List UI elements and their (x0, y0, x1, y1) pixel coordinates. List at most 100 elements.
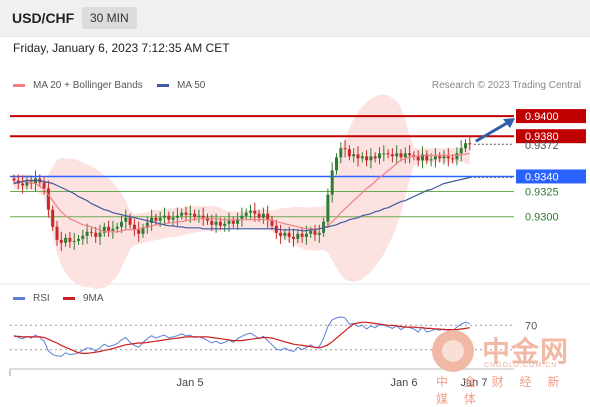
legend-rsi-label: RSI (33, 293, 50, 304)
candle-body (373, 156, 377, 159)
candle-body (468, 143, 472, 145)
price-label-0.9380-box (516, 129, 586, 144)
candle-body (446, 156, 450, 159)
candle-body (42, 182, 46, 189)
candle-body (64, 237, 68, 243)
candle-body (25, 181, 29, 186)
price-label-0.9340-box (516, 169, 586, 184)
candle-body (72, 240, 76, 242)
x-axis-label: Jan 6 (391, 377, 418, 389)
candle-body (365, 156, 369, 161)
candle-body (85, 231, 89, 236)
rsi-ma-swatch (63, 297, 75, 300)
price-label-0.9380: 0.9380 (525, 131, 559, 143)
candle-body (68, 237, 72, 242)
bollinger-band-area (14, 94, 470, 290)
price-label-0.9325: 0.9325 (525, 187, 559, 199)
candle-body (89, 231, 93, 233)
candle-body (154, 217, 158, 221)
timeframe-button[interactable]: 30 MIN (82, 7, 137, 29)
ma50-line (13, 176, 470, 232)
candle-body (300, 233, 304, 237)
candle-body (59, 239, 63, 243)
candle-body (257, 213, 261, 218)
candle-body (356, 154, 360, 159)
candle-body (184, 212, 188, 215)
symbol-title: USD/CHF (12, 10, 75, 26)
candle-body (464, 143, 467, 149)
candle-body (102, 226, 106, 233)
candle-body (107, 226, 111, 231)
candle-body (416, 156, 420, 161)
candle-body (390, 154, 394, 157)
legend-ma50: MA 50 (157, 80, 205, 91)
candle-body (438, 156, 442, 159)
watermark-subtitle: 中 金 财 经 新 媒 体 (436, 375, 566, 406)
rsi-pane: 70 (10, 316, 537, 357)
moving-averages (13, 152, 470, 233)
candle-body (296, 233, 300, 239)
candle-body (163, 215, 166, 218)
x-axis-label: Jan 5 (177, 377, 204, 389)
candle-body (283, 232, 287, 236)
watermark-logo-icon (432, 330, 474, 372)
rsi-level-label: 70 (525, 320, 537, 332)
candle-body (317, 232, 321, 235)
watermark-url: CNGOLD.COM.CN (484, 362, 558, 369)
candle-body (197, 215, 201, 217)
legend-rsi: RSI (13, 293, 50, 304)
candle-body (214, 221, 218, 225)
candle-body (382, 153, 386, 155)
candle-body (236, 218, 240, 224)
candle-body (227, 220, 231, 224)
candle-body (451, 158, 455, 160)
candle-body (253, 210, 257, 214)
candle-body (81, 235, 85, 239)
target-arrow-shaft (475, 121, 508, 143)
candle-body (339, 148, 343, 158)
candle-body (171, 217, 175, 220)
ma50-swatch (157, 84, 169, 87)
candle-body (46, 188, 50, 210)
candle-body (249, 210, 252, 213)
x-axis: Jan 5 Jan 6 Jan 7 (9, 368, 514, 389)
candle-body (261, 213, 265, 218)
rsi-line (13, 316, 470, 357)
candle-body (304, 233, 308, 237)
candle-body (210, 220, 214, 225)
candle-body (132, 224, 136, 230)
candle-body (335, 157, 338, 171)
ma20-line (14, 152, 470, 233)
candle-body (77, 238, 80, 241)
candle-body (433, 156, 437, 160)
candle-body (128, 217, 132, 225)
watermark: 中金网 CNGOLD.COM.CN 中 金 财 经 新 媒 体 (432, 330, 582, 406)
candle-body (386, 153, 390, 155)
credit-text: Research © 2023 Trading Central (431, 80, 581, 91)
price-label-0.9400-box (516, 109, 586, 124)
candle-body (287, 232, 291, 237)
candle-body (421, 154, 424, 161)
legend-ma50-label: MA 50 (177, 80, 206, 91)
candle-body (352, 154, 356, 157)
candle-body (167, 215, 171, 220)
candle-body (429, 159, 433, 161)
candle-body (137, 229, 141, 234)
legend-ma20-label: MA 20 + Bollinger Bands (33, 80, 143, 91)
candle-body (309, 230, 313, 234)
price-label-0.9400: 0.9400 (525, 111, 559, 123)
candle-body (158, 217, 162, 221)
candle-body (21, 183, 25, 186)
price-label-0.9300: 0.9300 (525, 212, 559, 224)
candle-body (403, 153, 407, 158)
legend-rsi-ma: 9MA (63, 293, 104, 304)
candle-body (455, 153, 459, 160)
candle-body (201, 215, 205, 218)
candle-body (180, 212, 184, 216)
candle-body (12, 178, 16, 181)
price-label-0.9372: 0.9372 (525, 140, 559, 152)
chart-header: USD/CHF 30 MIN (0, 0, 590, 37)
candle-body (188, 213, 192, 215)
